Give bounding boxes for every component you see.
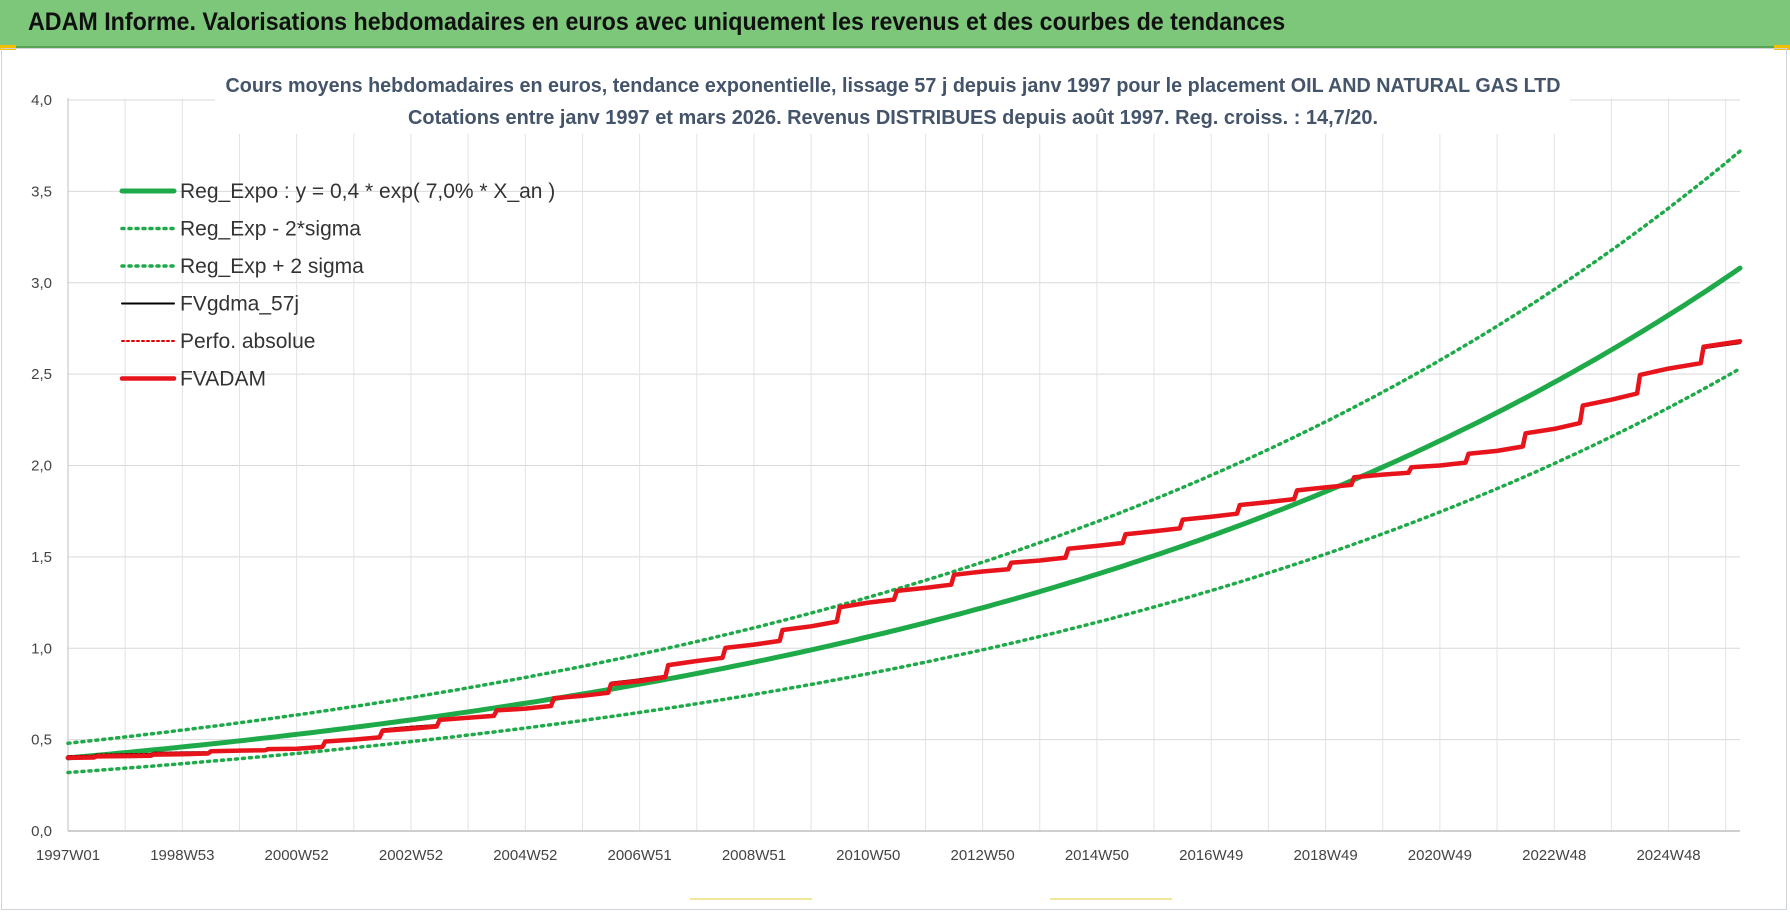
y-tick-label: 3,0: [31, 275, 52, 292]
chart-frame: [1, 48, 1787, 910]
x-tick-label: 2010W50: [836, 847, 900, 864]
title-background: [215, 70, 1570, 134]
legend-label: FVgdma_57j: [180, 293, 299, 316]
chart-title: Cours moyens hebdomadaires en euros, ten…: [226, 75, 1561, 97]
y-tick-label: 1,5: [31, 549, 52, 566]
series-line-4: [67, 342, 1741, 758]
decorative-line: [690, 898, 812, 900]
series-layer: [65, 149, 1743, 775]
x-tick-label: 2002W52: [379, 847, 443, 864]
x-tick-label: 2006W51: [608, 847, 672, 864]
series-line-1: [66, 366, 1742, 775]
x-tick-label: 2008W51: [722, 847, 786, 864]
y-tick-label: 2,0: [31, 458, 52, 475]
legend: Reg_Expo : y = 0,4 * exp( 7,0% * X_an ) R…: [119, 180, 555, 391]
x-tick-label: 2020W49: [1408, 847, 1472, 864]
legend-label: Reg_Expo : y = 0,4 * exp( 7,0% * X_an ): [180, 180, 555, 203]
legend-label: Reg_Exp - 2*sigma: [180, 218, 361, 241]
x-tick-label: 2022W48: [1522, 847, 1586, 864]
y-tick-label: 3,5: [31, 183, 52, 200]
corner-marker: [0, 45, 16, 50]
x-tick-label: 2016W49: [1179, 847, 1243, 864]
legend-label: Reg_Exp + 2 sigma: [180, 255, 364, 278]
corner-marker: [1774, 45, 1790, 50]
y-axis: 0,0 0,5 1,0 1,5 2,0 2,5 3,0 3,5 4,0: [31, 92, 69, 840]
series-line-0: [65, 265, 1743, 761]
x-tick-label: 2014W50: [1065, 847, 1129, 864]
title-banner: ADAM Informe. Valorisations hebdomadaire…: [0, 0, 1790, 48]
chart-subtitle: Cotations entre janv 1997 et mars 2026. …: [408, 107, 1378, 129]
decorative-line: [1050, 898, 1172, 900]
x-axis: 1997W01 1998W53 2000W52 2002W52 2004W52 2006W…: [36, 830, 1740, 864]
y-tick-label: 0,5: [31, 732, 52, 749]
y-tick-label: 1,0: [31, 640, 52, 657]
x-tick-label: 2000W52: [265, 847, 329, 864]
x-tick-label: 1998W53: [150, 847, 214, 864]
x-tick-label: 2012W50: [950, 847, 1014, 864]
series-line-5: [65, 338, 1743, 761]
x-tick-label: 2004W52: [493, 847, 557, 864]
legend-label: Perfo. absolue: [180, 330, 315, 353]
y-tick-label: 4,0: [31, 92, 52, 109]
x-tick-label: 2018W49: [1293, 847, 1357, 864]
banner-title: ADAM Informe. Valorisations hebdomadaire…: [28, 8, 1286, 36]
grid: [67, 98, 1740, 832]
legend-label: FVADAM: [180, 368, 266, 391]
series-line-3: [67, 342, 1741, 758]
y-tick-label: 0,0: [31, 823, 52, 840]
x-tick-label: 1997W01: [36, 847, 100, 864]
x-tick-label: 2024W48: [1636, 847, 1700, 864]
y-tick-label: 2,5: [31, 366, 52, 383]
series-line-2: [66, 149, 1742, 746]
